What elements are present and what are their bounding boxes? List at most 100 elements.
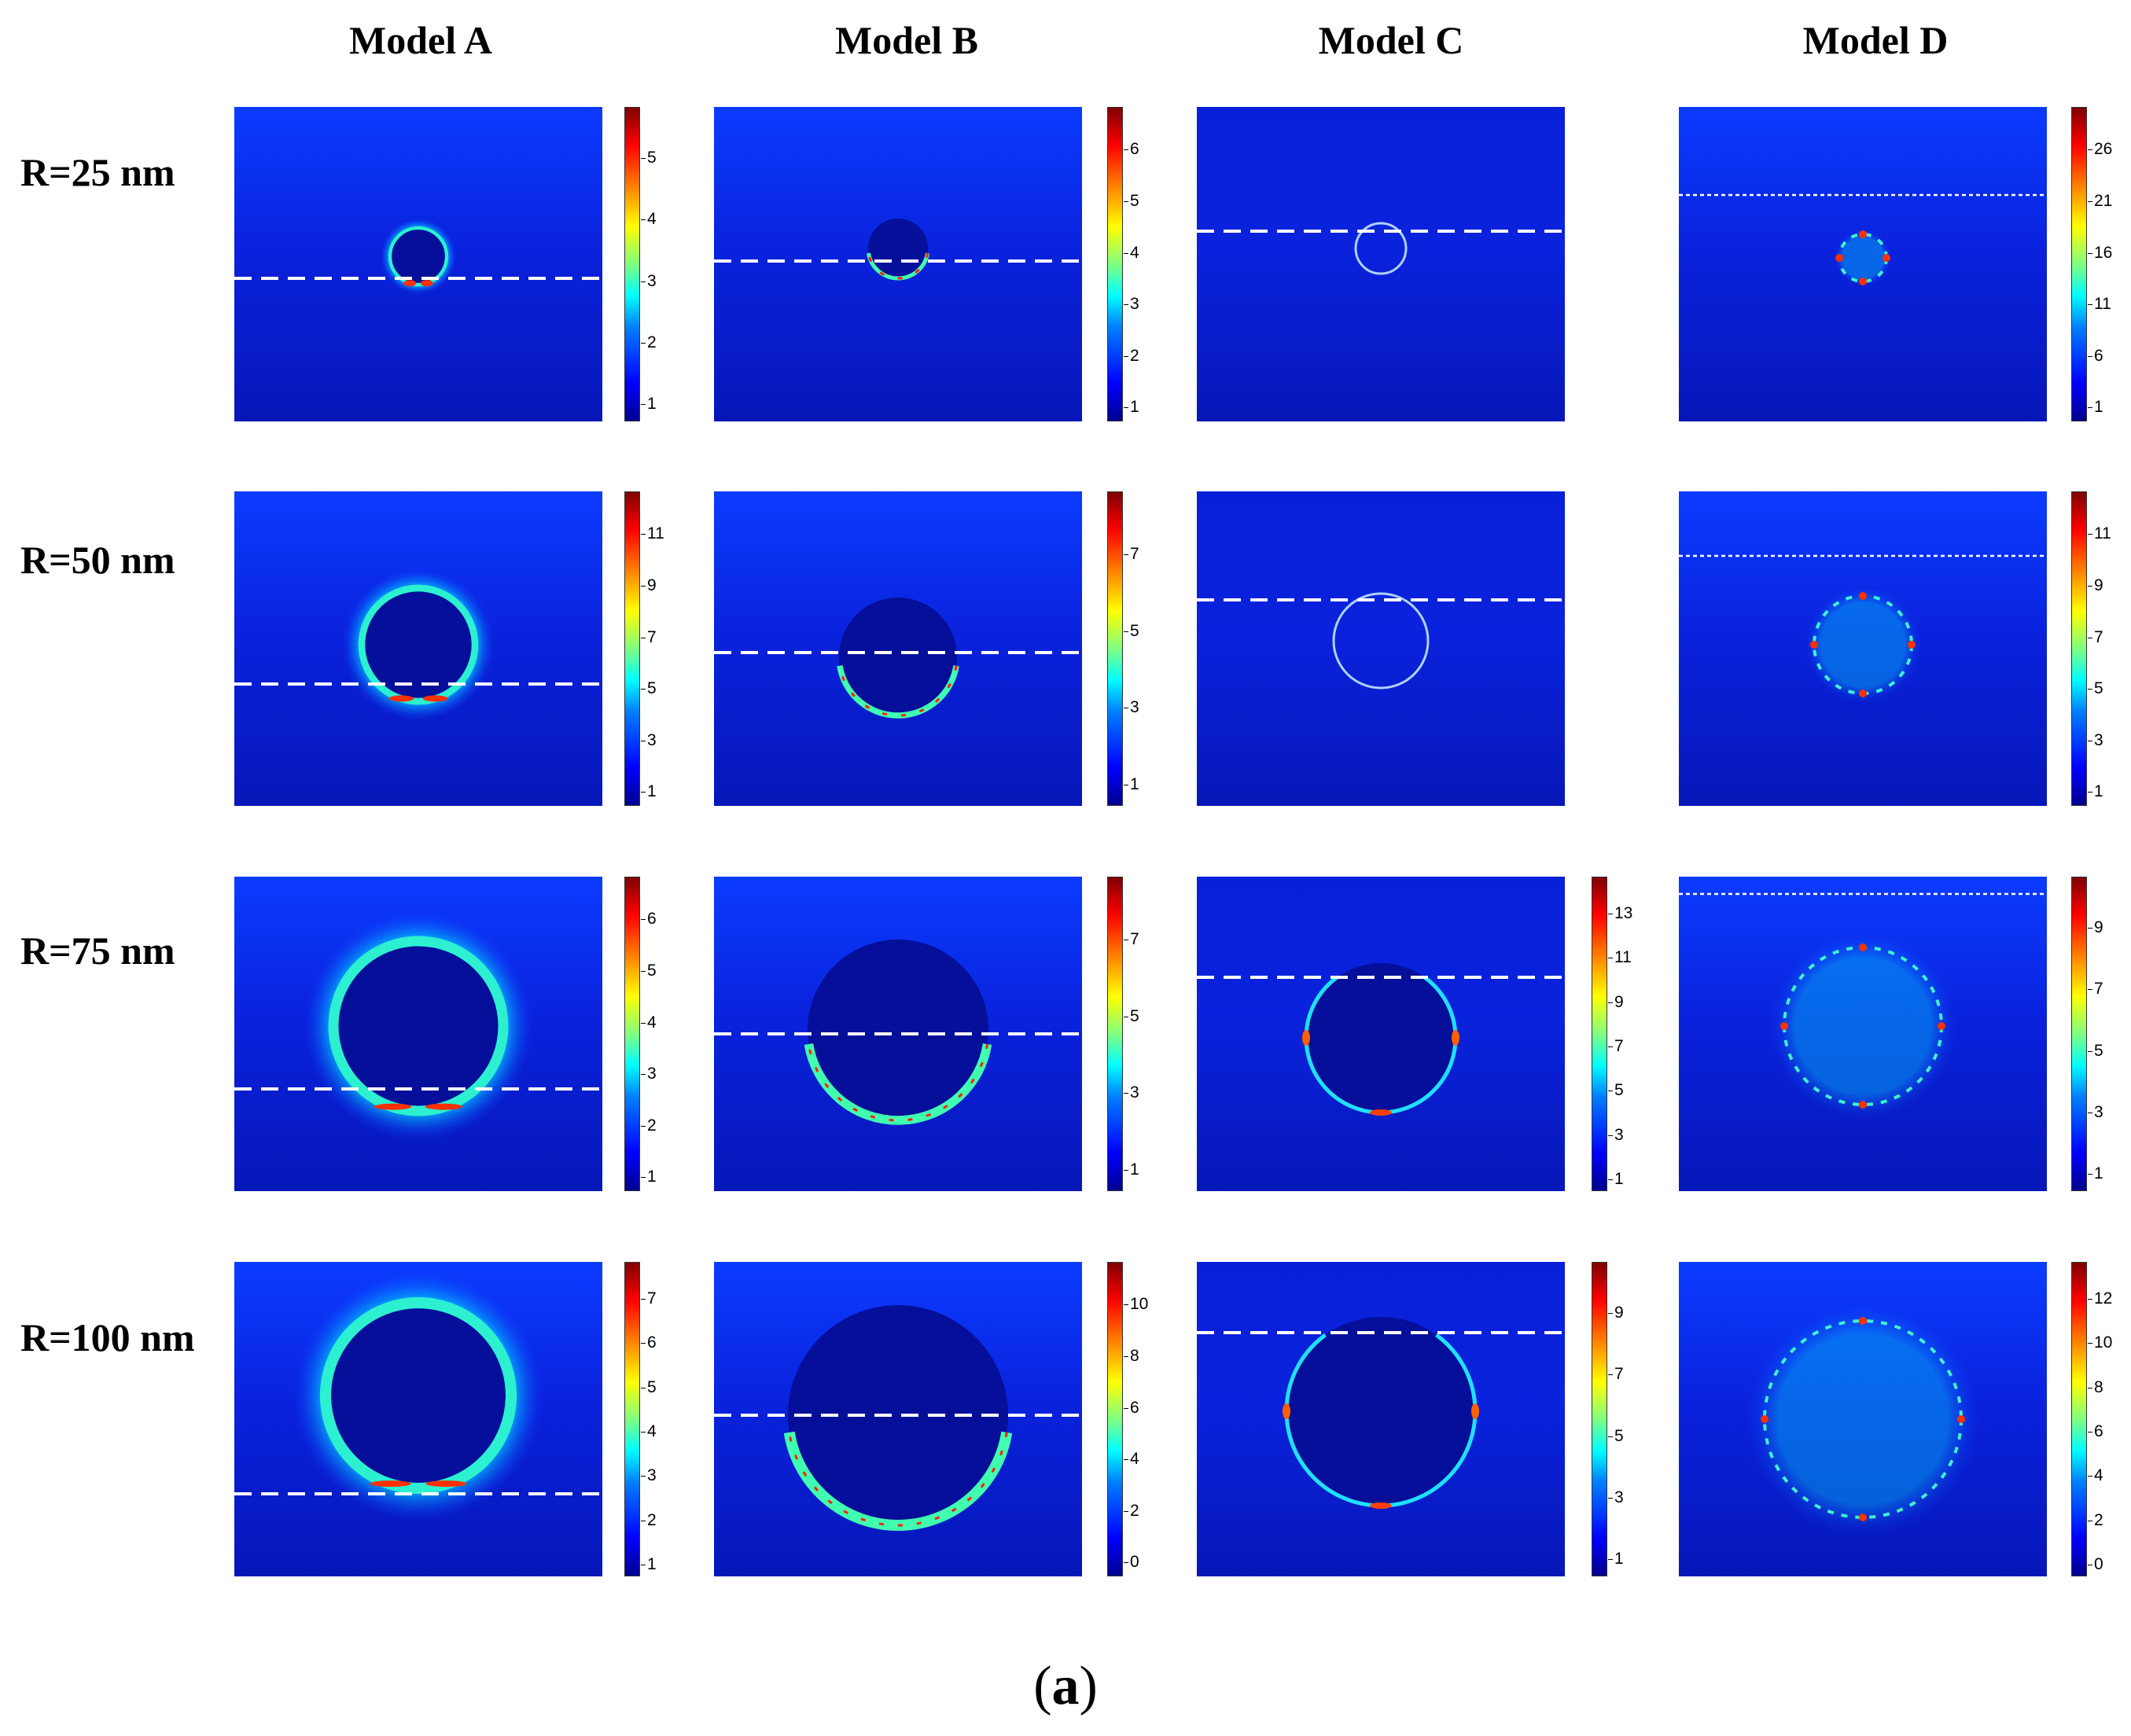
hotspot xyxy=(1302,1030,1310,1046)
field-map-panel xyxy=(714,107,1082,421)
column-title-model-c: Model C xyxy=(1318,18,1464,62)
colorbar: 1 3 5 7 9 11 xyxy=(2071,491,2111,806)
hotspot xyxy=(1283,1403,1290,1419)
colorbar-tick: 1 xyxy=(641,1556,657,1572)
colorbar-tick: 3 xyxy=(2088,732,2103,748)
colorbar-tick: 7 xyxy=(641,629,657,645)
particle xyxy=(839,598,957,715)
colorbar-tick: 9 xyxy=(2088,919,2103,936)
row-label-r100: R=100 nm xyxy=(20,1315,195,1359)
colorbar-tick: 1 xyxy=(2088,1165,2103,1182)
hotspot xyxy=(1370,1109,1392,1116)
colorbar: 1 3 5 7 9 11 13 xyxy=(1592,877,1632,1191)
colorbar-tick: 7 xyxy=(2088,629,2103,645)
hotspot xyxy=(1908,641,1916,649)
particle xyxy=(788,1305,1008,1525)
hotspot-arc xyxy=(807,1043,989,1122)
row-label-r75: R=75 nm xyxy=(20,929,175,973)
colorbar: 1 2 3 4 5 6 7 xyxy=(624,1262,657,1576)
field-map-panel xyxy=(714,1262,1082,1576)
hotspot xyxy=(1859,592,1867,600)
colorbar: 1 6 11 16 21 26 xyxy=(2071,107,2112,421)
column-title-model-a: Model A xyxy=(349,18,492,62)
colorbar-tick: 9 xyxy=(641,577,657,594)
hotspot xyxy=(1471,1403,1479,1419)
hotspot xyxy=(1883,254,1890,262)
colorbar-tick: 2 xyxy=(641,1117,657,1134)
field-background xyxy=(1197,491,1565,806)
field-map-panel xyxy=(234,107,602,421)
colorbar-tick: 3 xyxy=(641,1065,657,1082)
field-map-panel xyxy=(1197,1262,1565,1576)
particle xyxy=(1286,1317,1475,1506)
colorbar-tick: 7 xyxy=(1124,546,1139,562)
field-glow xyxy=(1745,1301,1981,1537)
hotspot xyxy=(420,280,433,287)
colorbar-tick: 3 xyxy=(1124,296,1139,312)
field-map-panel xyxy=(1197,107,1565,421)
colorbar-tick: 3 xyxy=(1124,699,1139,715)
field-map-panel xyxy=(234,491,602,806)
field-arc xyxy=(837,665,959,719)
colorbar-tick: 6 xyxy=(2088,348,2103,364)
particle xyxy=(319,1296,517,1495)
colorbar-tick: 3 xyxy=(641,273,657,289)
colorbar: 1 2 3 4 5 6 xyxy=(624,877,657,1191)
colorbar-tick: 6 xyxy=(641,910,657,927)
hotspot xyxy=(425,1480,467,1488)
hotspot xyxy=(1780,1022,1788,1030)
colorbar-tick: 1 xyxy=(641,395,657,412)
colorbar-tick: 3 xyxy=(2088,1104,2103,1120)
field-map-panel xyxy=(1197,491,1565,806)
colorbar-tick: 1 xyxy=(1608,1550,1624,1567)
colorbar-tick: 2 xyxy=(1124,1502,1139,1519)
hotspot-arc xyxy=(788,1432,1008,1527)
colorbar-tick: 1 xyxy=(2088,783,2103,800)
hotspot xyxy=(374,1103,412,1110)
colorbar-tick: 16 xyxy=(2088,245,2112,261)
colorbar-tick: 3 xyxy=(641,1467,657,1484)
colorbar-tick: 7 xyxy=(2088,980,2103,997)
colorbar-tick: 11 xyxy=(641,525,664,542)
colorbar-tick: 5 xyxy=(1608,1428,1624,1444)
caption-letter: a xyxy=(1051,1656,1080,1716)
colorbar-tick: 1 xyxy=(641,1168,657,1185)
colorbar-tick: 1 xyxy=(1124,776,1139,793)
field-map-panel xyxy=(234,877,602,1191)
colorbar-tick: 4 xyxy=(641,1423,657,1440)
colorbar-tick: 10 xyxy=(2088,1334,2112,1351)
colorbar-tick: 11 xyxy=(2088,296,2111,312)
colorbar-tick: 0 xyxy=(2088,1556,2103,1572)
colorbar-tick: 1 xyxy=(2088,399,2103,415)
colorbar-tick: 1 xyxy=(1608,1171,1624,1187)
field-map-panel xyxy=(1197,877,1565,1191)
colorbar-tick: 2 xyxy=(641,1512,657,1528)
hotspot xyxy=(422,695,448,702)
colorbar-tick: 5 xyxy=(641,149,657,166)
colorbar-tick: 5 xyxy=(2088,680,2103,697)
hotspot xyxy=(1452,1030,1459,1046)
hotspot-arc xyxy=(867,252,929,280)
particle xyxy=(358,584,479,705)
colorbar-tick: 9 xyxy=(2088,577,2103,594)
hotspot xyxy=(1859,1513,1867,1521)
colorbar-tick: 2 xyxy=(1124,348,1139,364)
hotspot xyxy=(1859,230,1867,238)
colorbar-tick: 7 xyxy=(1124,931,1139,947)
colorbar-tick: 4 xyxy=(641,211,657,227)
colorbar-tick: 5 xyxy=(641,680,657,697)
colorbar-tick: 0 xyxy=(1124,1554,1139,1570)
colorbar-tick: 4 xyxy=(641,1014,657,1031)
colorbar-tick: 13 xyxy=(1608,905,1632,921)
colorbar: 1 3 5 7 9 xyxy=(2071,877,2103,1191)
colorbar-tick: 5 xyxy=(641,962,657,979)
colorbar-tick: 11 xyxy=(2088,525,2111,542)
colorbar-tick: 5 xyxy=(1608,1082,1624,1098)
field-map-panel xyxy=(1679,877,2047,1191)
colorbar: 1 3 5 7 9 11 xyxy=(624,491,664,806)
colorbar-tick: 8 xyxy=(1124,1348,1139,1364)
colorbar-tick: 3 xyxy=(1608,1489,1624,1506)
particle xyxy=(328,936,509,1116)
colorbar-tick: 26 xyxy=(2088,141,2112,157)
hotspot xyxy=(1370,1502,1392,1509)
